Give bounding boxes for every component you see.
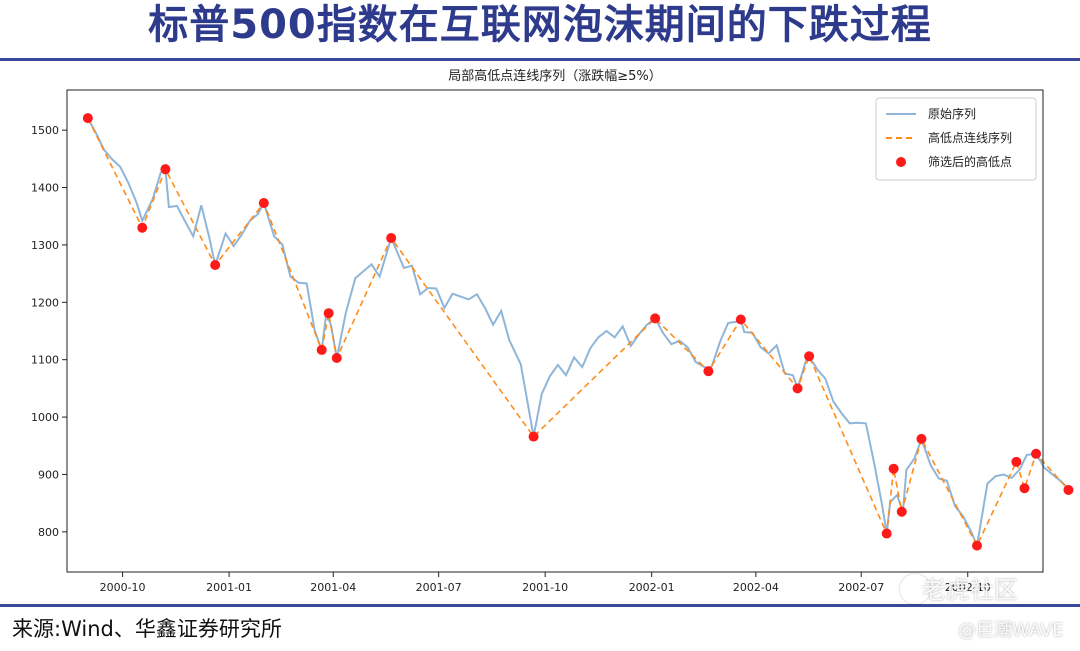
y-tick-label: 800	[38, 526, 59, 539]
legend-swatch	[896, 157, 906, 167]
y-tick-label: 1400	[31, 182, 59, 195]
watermark-text: 老虎社区	[922, 576, 1018, 604]
legend-box	[875, 97, 1037, 181]
y-tick-label: 1300	[31, 239, 59, 252]
legend-label: 高低点连线序列	[928, 130, 1012, 145]
high-low-point	[881, 528, 892, 539]
high-low-point	[735, 314, 746, 325]
watermark-handle: @巨潮WAVE	[958, 620, 1064, 641]
source-note: 来源:Wind、华鑫证券研究所	[12, 617, 282, 641]
x-tick-label: 2002-10	[945, 581, 991, 594]
high-low-point	[331, 352, 342, 363]
raw-series-line	[86, 117, 1070, 550]
high-low-series-line	[87, 117, 1070, 548]
high-low-point	[896, 506, 907, 517]
high-low-point	[916, 433, 927, 444]
high-low-point	[210, 260, 221, 271]
plot-frame	[66, 89, 1044, 573]
high-low-point	[1031, 448, 1042, 459]
legend-label: 筛选后的高低点	[928, 154, 1012, 169]
title-divider	[0, 58, 1080, 61]
watermark-logo-icon	[900, 574, 930, 604]
high-low-point	[888, 463, 899, 474]
high-low-point	[650, 313, 661, 324]
x-tick-label: 2001-10	[522, 581, 568, 594]
high-low-point	[792, 383, 803, 394]
chart-title: 局部高低点连线序列（涨跌幅≥5%）	[448, 68, 662, 84]
high-low-point	[972, 540, 983, 551]
high-low-point	[160, 164, 171, 175]
high-low-point	[1011, 456, 1022, 467]
high-low-point	[1019, 483, 1030, 494]
x-tick-label: 2001-04	[310, 581, 356, 594]
footer-divider	[0, 604, 1080, 607]
y-tick-label: 900	[38, 468, 59, 481]
high-low-point	[386, 233, 397, 244]
high-low-point	[1063, 484, 1074, 495]
high-low-point	[804, 351, 815, 362]
y-tick-label: 1000	[31, 411, 59, 424]
y-tick-label: 1200	[31, 296, 59, 309]
x-tick-label: 2001-07	[416, 581, 462, 594]
y-tick-label: 1500	[31, 124, 59, 137]
x-tick-label: 2002-01	[629, 581, 675, 594]
high-low-point	[316, 344, 327, 355]
x-tick-label: 2001-01	[206, 581, 252, 594]
high-low-point	[323, 308, 334, 319]
x-tick-label: 2000-10	[100, 581, 146, 594]
high-low-point	[137, 222, 148, 233]
x-tick-label: 2002-04	[733, 581, 779, 594]
high-low-point	[258, 198, 269, 209]
page-title: 标普500指数在互联网泡沫期间的下跌过程	[148, 2, 932, 48]
high-low-point	[82, 113, 93, 124]
high-low-point	[528, 431, 539, 442]
y-tick-label: 1100	[31, 354, 59, 367]
high-low-point	[703, 366, 714, 377]
chart-area: 局部高低点连线序列（涨跌幅≥5%） 原始序列高低点连线序列 筛选后的高低点 800…	[0, 62, 1080, 602]
x-tick-label: 2002-07	[838, 581, 884, 594]
legend-label: 原始序列	[928, 106, 976, 121]
